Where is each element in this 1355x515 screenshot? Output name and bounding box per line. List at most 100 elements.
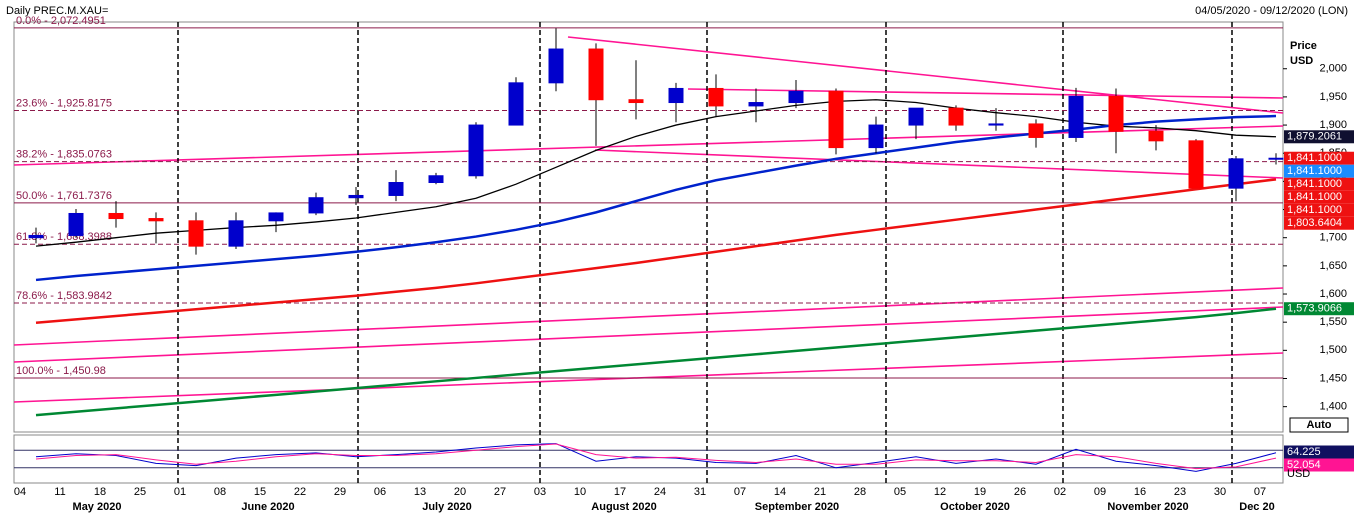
trend-line	[594, 149, 1284, 179]
x-tick-label: 26	[1014, 486, 1026, 498]
x-tick-label: 20	[454, 486, 466, 498]
x-tick-label: 31	[694, 486, 706, 498]
x-tick-label: 02	[1054, 486, 1066, 498]
x-tick-label: 21	[814, 486, 826, 498]
oscillator-line	[35, 443, 1277, 470]
trend-line	[13, 306, 1284, 363]
y-tick-label: 1,550	[1319, 316, 1347, 328]
candle-body	[948, 107, 964, 126]
candle-body	[268, 212, 284, 222]
y-tick-label: 1,600	[1319, 288, 1347, 300]
candle-body	[988, 123, 1004, 126]
month-label: Dec 20	[1239, 501, 1274, 513]
x-tick-label: 11	[54, 486, 65, 498]
x-tick-label: 28	[854, 486, 866, 498]
fib-label: 78.6% - 1,583.9842	[16, 290, 112, 302]
x-tick-label: 16	[1134, 486, 1146, 498]
oscillator-value: 52.054	[1287, 459, 1321, 471]
price-label: 1,879.2061	[1287, 131, 1342, 143]
x-tick-label: 07	[734, 486, 746, 498]
y-tick-label: 1,650	[1319, 260, 1347, 272]
month-label: July 2020	[422, 501, 472, 513]
oscillator-value-box	[1284, 458, 1354, 472]
x-tick-label: 22	[294, 486, 306, 498]
candle-body	[308, 197, 324, 214]
y-tick-label: 1,900	[1319, 119, 1347, 131]
x-tick-label: 24	[654, 486, 666, 498]
oscillator-value-box	[1284, 445, 1354, 459]
candle-body	[1108, 95, 1124, 132]
month-label: May 2020	[73, 501, 122, 513]
y-tick-label: 1,700	[1319, 232, 1347, 244]
auto-button[interactable]	[1289, 417, 1349, 433]
candle-body	[228, 220, 244, 247]
price-label: 1,841.1000	[1287, 165, 1342, 177]
x-tick-label: 25	[134, 486, 146, 498]
candle-body	[348, 194, 364, 199]
price-label-box	[1284, 130, 1354, 144]
date-range: 04/05/2020 - 09/12/2020 (LON)	[1195, 5, 1348, 17]
oscillator-value: 64.225	[1287, 446, 1321, 458]
y-tick-label: 1,950	[1319, 91, 1347, 103]
candle-body	[188, 220, 204, 247]
candle-body	[1068, 95, 1084, 138]
candle-body	[708, 87, 724, 107]
price-label-box	[1284, 216, 1354, 230]
price-label-box	[1284, 164, 1354, 178]
x-tick-label: 19	[974, 486, 986, 498]
candle-body	[508, 82, 524, 126]
candle-body	[388, 182, 404, 196]
candle-body	[108, 212, 124, 220]
candle-body	[1228, 158, 1244, 189]
x-tick-label: 14	[774, 486, 786, 498]
fib-label: 23.6% - 1,925.8175	[16, 97, 112, 109]
candle-body	[628, 99, 644, 104]
y-tick-label: 1,500	[1319, 344, 1347, 356]
oscillator-unit: USD	[1287, 468, 1310, 480]
trend-line	[13, 287, 1284, 346]
fib-label: 38.2% - 1,835.0763	[16, 149, 112, 161]
x-tick-label: 09	[1094, 486, 1106, 498]
x-tick-label: 12	[934, 486, 946, 498]
candle-body	[828, 90, 844, 149]
candle-body	[748, 102, 764, 107]
oscillator-panel	[13, 434, 1284, 484]
x-tick-label: 08	[214, 486, 226, 498]
x-tick-label: 29	[334, 486, 346, 498]
price-label: 1,573.9066	[1287, 303, 1342, 315]
price-label: 1,803.6404	[1287, 217, 1342, 229]
month-label: November 2020	[1107, 501, 1188, 513]
moving-average	[35, 307, 1277, 417]
x-tick-label: 13	[414, 486, 426, 498]
candle-body	[908, 107, 924, 126]
x-tick-label: 17	[614, 486, 626, 498]
trend-line	[687, 88, 1284, 99]
y-tick-label: 1,400	[1319, 401, 1347, 413]
fib-label: 61.8% - 1,688.3988	[16, 231, 112, 243]
fib-label: 100.0% - 1,450.98	[16, 365, 106, 377]
candle-body	[1268, 157, 1284, 160]
candle-body	[428, 175, 444, 184]
candle-body	[1148, 130, 1164, 142]
candle-body	[28, 234, 44, 239]
y-axis-title: Price	[1290, 40, 1317, 52]
moving-average	[35, 178, 1277, 324]
candle-body	[468, 124, 484, 177]
x-tick-label: 04	[14, 486, 26, 498]
candle-body	[1028, 123, 1044, 138]
price-label-box	[1284, 190, 1354, 204]
x-tick-label: 01	[174, 486, 186, 498]
y-axis-unit: USD	[1290, 55, 1313, 67]
month-label: August 2020	[591, 501, 656, 513]
auto-label[interactable]: Auto	[1306, 419, 1331, 431]
x-tick-label: 15	[254, 486, 266, 498]
x-tick-label: 18	[94, 486, 106, 498]
candle-body	[68, 212, 84, 236]
price-label-box	[1284, 151, 1354, 165]
candle-body	[868, 124, 884, 149]
trend-lines	[13, 36, 1284, 403]
x-tick-label: 30	[1214, 486, 1226, 498]
trend-line	[567, 36, 1284, 114]
price-panel	[13, 21, 1284, 433]
